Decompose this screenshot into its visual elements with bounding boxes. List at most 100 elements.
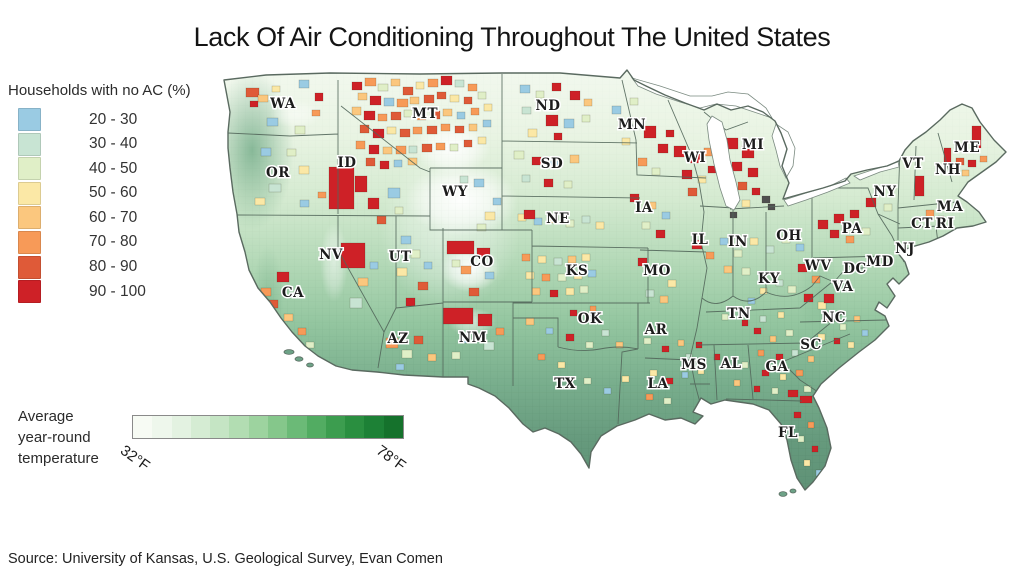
temp-legend-label-line1: Average (18, 408, 74, 425)
ac-patch (483, 341, 495, 351)
ac-patch (476, 223, 487, 232)
ac-patch (765, 245, 775, 254)
ac-patch (761, 195, 771, 204)
ac-patch (961, 169, 970, 177)
ac-patch (364, 77, 377, 87)
ac-patch (317, 191, 327, 199)
ac-patch (351, 106, 362, 116)
ac-patch (372, 128, 385, 139)
ac-patch (365, 157, 376, 167)
ac-legend-swatch (18, 157, 41, 181)
state-label-wv: WV (804, 258, 832, 274)
ac-patch (603, 387, 612, 395)
page-title: Lack Of Air Conditioning Throughout The … (193, 22, 831, 52)
temp-gradient-step (267, 416, 288, 438)
ac-patch (470, 107, 480, 116)
ac-patch (260, 287, 272, 297)
ac-patch (543, 178, 554, 188)
ac-patch (681, 169, 693, 180)
ac-patch (589, 305, 597, 313)
state-label-ar: AR (644, 322, 668, 338)
state-label-mi: MI (742, 137, 764, 153)
state-label-or: OR (266, 165, 290, 181)
temp-gradient-step (287, 416, 307, 438)
ac-patch (569, 154, 580, 164)
ac-patch (451, 351, 461, 360)
ac-patch (611, 105, 622, 115)
ac-patch (583, 98, 593, 107)
ac-patch (567, 255, 577, 264)
ac-patch (549, 289, 559, 298)
ac-patch (753, 385, 761, 393)
ac-patch (402, 86, 414, 96)
florida-keys (778, 491, 788, 497)
ac-patch (787, 389, 799, 398)
ac-patch (271, 85, 281, 93)
ac-patch (747, 167, 759, 178)
temp-legend-label: Average year-round temperature (18, 406, 99, 469)
ac-patch (665, 377, 674, 385)
state-label-fl: FL (778, 425, 798, 441)
ac-patch (541, 273, 551, 282)
ac-patch (925, 209, 935, 218)
ac-patch (803, 459, 811, 467)
ac-patch (257, 94, 269, 103)
ac-patch (741, 199, 751, 208)
state-label-oh: OH (776, 228, 802, 244)
temp-gradient-step (306, 416, 326, 438)
state-label-nc: NC (822, 310, 846, 326)
ac-patch (581, 253, 591, 262)
ac-patch (396, 98, 409, 108)
ac-patch (661, 211, 671, 220)
us-outline (223, 69, 1007, 491)
ac-legend-bin-label: 90 - 100 (89, 282, 146, 300)
ac-patch (557, 361, 566, 369)
ac-patch (395, 363, 405, 371)
ac-patch (733, 379, 741, 387)
ac-patch (761, 369, 770, 377)
temp-legend-label-line2: year-round (18, 429, 91, 446)
ac-patch (549, 215, 559, 224)
ac-patch (429, 110, 441, 120)
ac-patch (657, 143, 669, 154)
ac-legend-row: 40 - 50 (8, 157, 208, 181)
ac-patch (440, 75, 453, 86)
ac-patch (476, 247, 491, 259)
state-label-ny: NY (874, 184, 897, 200)
ac-patch (595, 221, 605, 230)
ac-patch (713, 353, 721, 361)
ac-patch (817, 301, 827, 310)
ac-patch (749, 237, 759, 246)
ac-legend-bin-label: 20 - 30 (89, 110, 138, 128)
ac-patch (741, 319, 749, 327)
state-label-mo: MO (643, 263, 671, 279)
ac-patch (456, 111, 466, 120)
ac-patch (377, 83, 389, 92)
temp-gradient-step (325, 416, 346, 438)
state-label-dc: DC (843, 261, 866, 277)
ac-patch (649, 369, 658, 377)
ac-patch (565, 333, 575, 342)
ac-patch (537, 353, 546, 361)
ac-patch (641, 221, 651, 230)
state-label-ks: KS (566, 263, 588, 279)
ac-patch (340, 242, 366, 269)
map-land (224, 70, 1006, 490)
ac-patch (573, 271, 583, 280)
ac-patch (545, 327, 554, 335)
ac-patch (829, 229, 840, 239)
ac-patch (661, 345, 670, 353)
temp-gradient-step (229, 416, 249, 438)
ac-patch (519, 84, 531, 94)
ac-patch (565, 219, 575, 228)
state-label-tn: TN (727, 306, 750, 322)
ac-legend-bin-label: 30 - 40 (89, 135, 138, 153)
ac-patch (781, 235, 791, 244)
ac-patch (276, 271, 290, 283)
ac-patch (643, 125, 657, 139)
state-label-ct: CT (911, 216, 933, 232)
ac-patch (417, 281, 429, 291)
ac-legend-row: 70 - 80 (8, 230, 208, 254)
ac-patch (305, 341, 315, 349)
